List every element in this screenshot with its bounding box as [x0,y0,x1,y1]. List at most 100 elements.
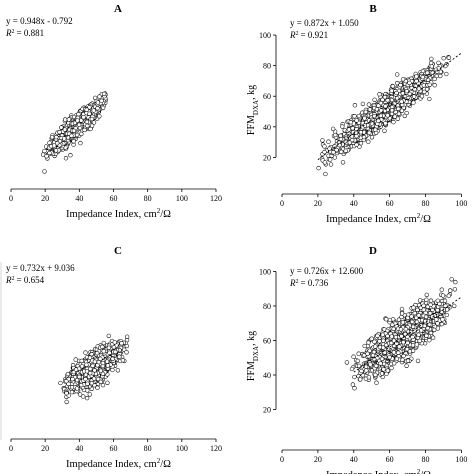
data-point [328,157,333,162]
x-tick-label: 20 [314,455,322,464]
data-point [57,129,62,135]
data-point [332,144,337,149]
data-point [333,132,338,138]
y-axis-label-subscript: DXA [252,346,260,361]
x-tick-label: 40 [350,199,358,208]
y-tick-label: 40 [263,123,271,132]
data-point [362,116,367,121]
data-point [452,303,457,309]
data-point [91,108,96,113]
data-point [432,327,437,333]
data-point [83,376,88,382]
x-axis-label: Impedance Index, cm2/Ω [326,212,431,225]
data-point [352,374,357,380]
data-point [399,108,405,113]
data-point [92,368,97,373]
data-point [378,113,383,118]
x-axis-label-superscript: 2 [417,212,421,220]
data-point [390,317,396,322]
data-point [439,287,444,292]
data-point [73,357,78,362]
data-point [398,82,403,88]
scatter-points [58,333,130,405]
data-point [95,385,100,390]
data-point [65,371,71,377]
data-point [389,88,394,93]
data-point [326,139,331,144]
data-point [69,133,74,138]
data-point [124,334,130,339]
data-point [89,116,95,122]
data-point [59,125,64,130]
data-point [390,322,395,327]
data-point [421,83,426,88]
x-tick-label: 0 [9,444,13,453]
x-tick-label: 40 [75,194,83,203]
data-point [57,138,63,144]
data-point [389,108,395,113]
data-point [362,123,368,128]
data-point [70,376,75,382]
data-point [420,68,426,74]
data-point [88,366,93,372]
x-tick-label: 60 [386,199,394,208]
data-point [356,351,361,356]
r-superscript: 2 [296,31,299,37]
regression-equation: y = 0.726x + 12.600 [290,266,364,276]
data-point [77,374,82,380]
y-tick-label: 80 [263,62,271,71]
y-tick-label: 80 [263,302,271,311]
y-axis-label-unit: , kg [246,331,257,346]
x-tick-label: 60 [110,194,118,203]
data-point [390,84,395,89]
data-point [394,90,399,96]
data-point [424,297,429,302]
regression-equation: y = 0.872x + 1.050 [290,18,359,28]
data-point [95,100,101,105]
data-point [425,77,431,82]
data-point [344,360,350,365]
data-point [362,343,367,349]
data-point [100,360,106,366]
x-tick-label: 20 [41,444,49,453]
data-point [99,98,104,103]
x-tick-label: 80 [144,194,152,203]
data-point [348,120,353,125]
data-point [350,137,355,143]
data-point [394,96,400,101]
y-tick-label: 60 [263,336,271,345]
data-point [367,130,372,135]
data-point [382,94,388,100]
data-point [419,94,425,99]
data-point [376,103,381,108]
data-point [62,136,67,141]
x-tick-label: 100 [176,444,188,453]
data-point [374,380,379,385]
data-point [396,106,401,111]
data-point [414,78,419,84]
data-point [44,154,49,159]
data-point [338,136,344,142]
data-point [420,74,425,80]
data-point [404,88,409,94]
x-axis-label-unit: /Ω [160,459,171,470]
y-tick-label: 20 [263,153,271,162]
y-axis-label-subscript: DXA [252,100,260,115]
data-point [380,332,385,337]
data-point [411,100,416,105]
data-point [389,111,395,116]
data-point [106,345,112,350]
data-point [354,133,359,139]
data-point [383,104,388,109]
data-point [97,94,102,99]
data-point [62,127,68,132]
data-point [53,148,59,153]
r-squared-label: R2 = 0.921 [289,30,328,40]
data-point [400,77,406,82]
data-point [422,89,427,95]
data-point [425,70,430,75]
data-point [101,349,106,354]
x-tick-label: 0 [280,455,284,464]
data-point [440,293,446,298]
